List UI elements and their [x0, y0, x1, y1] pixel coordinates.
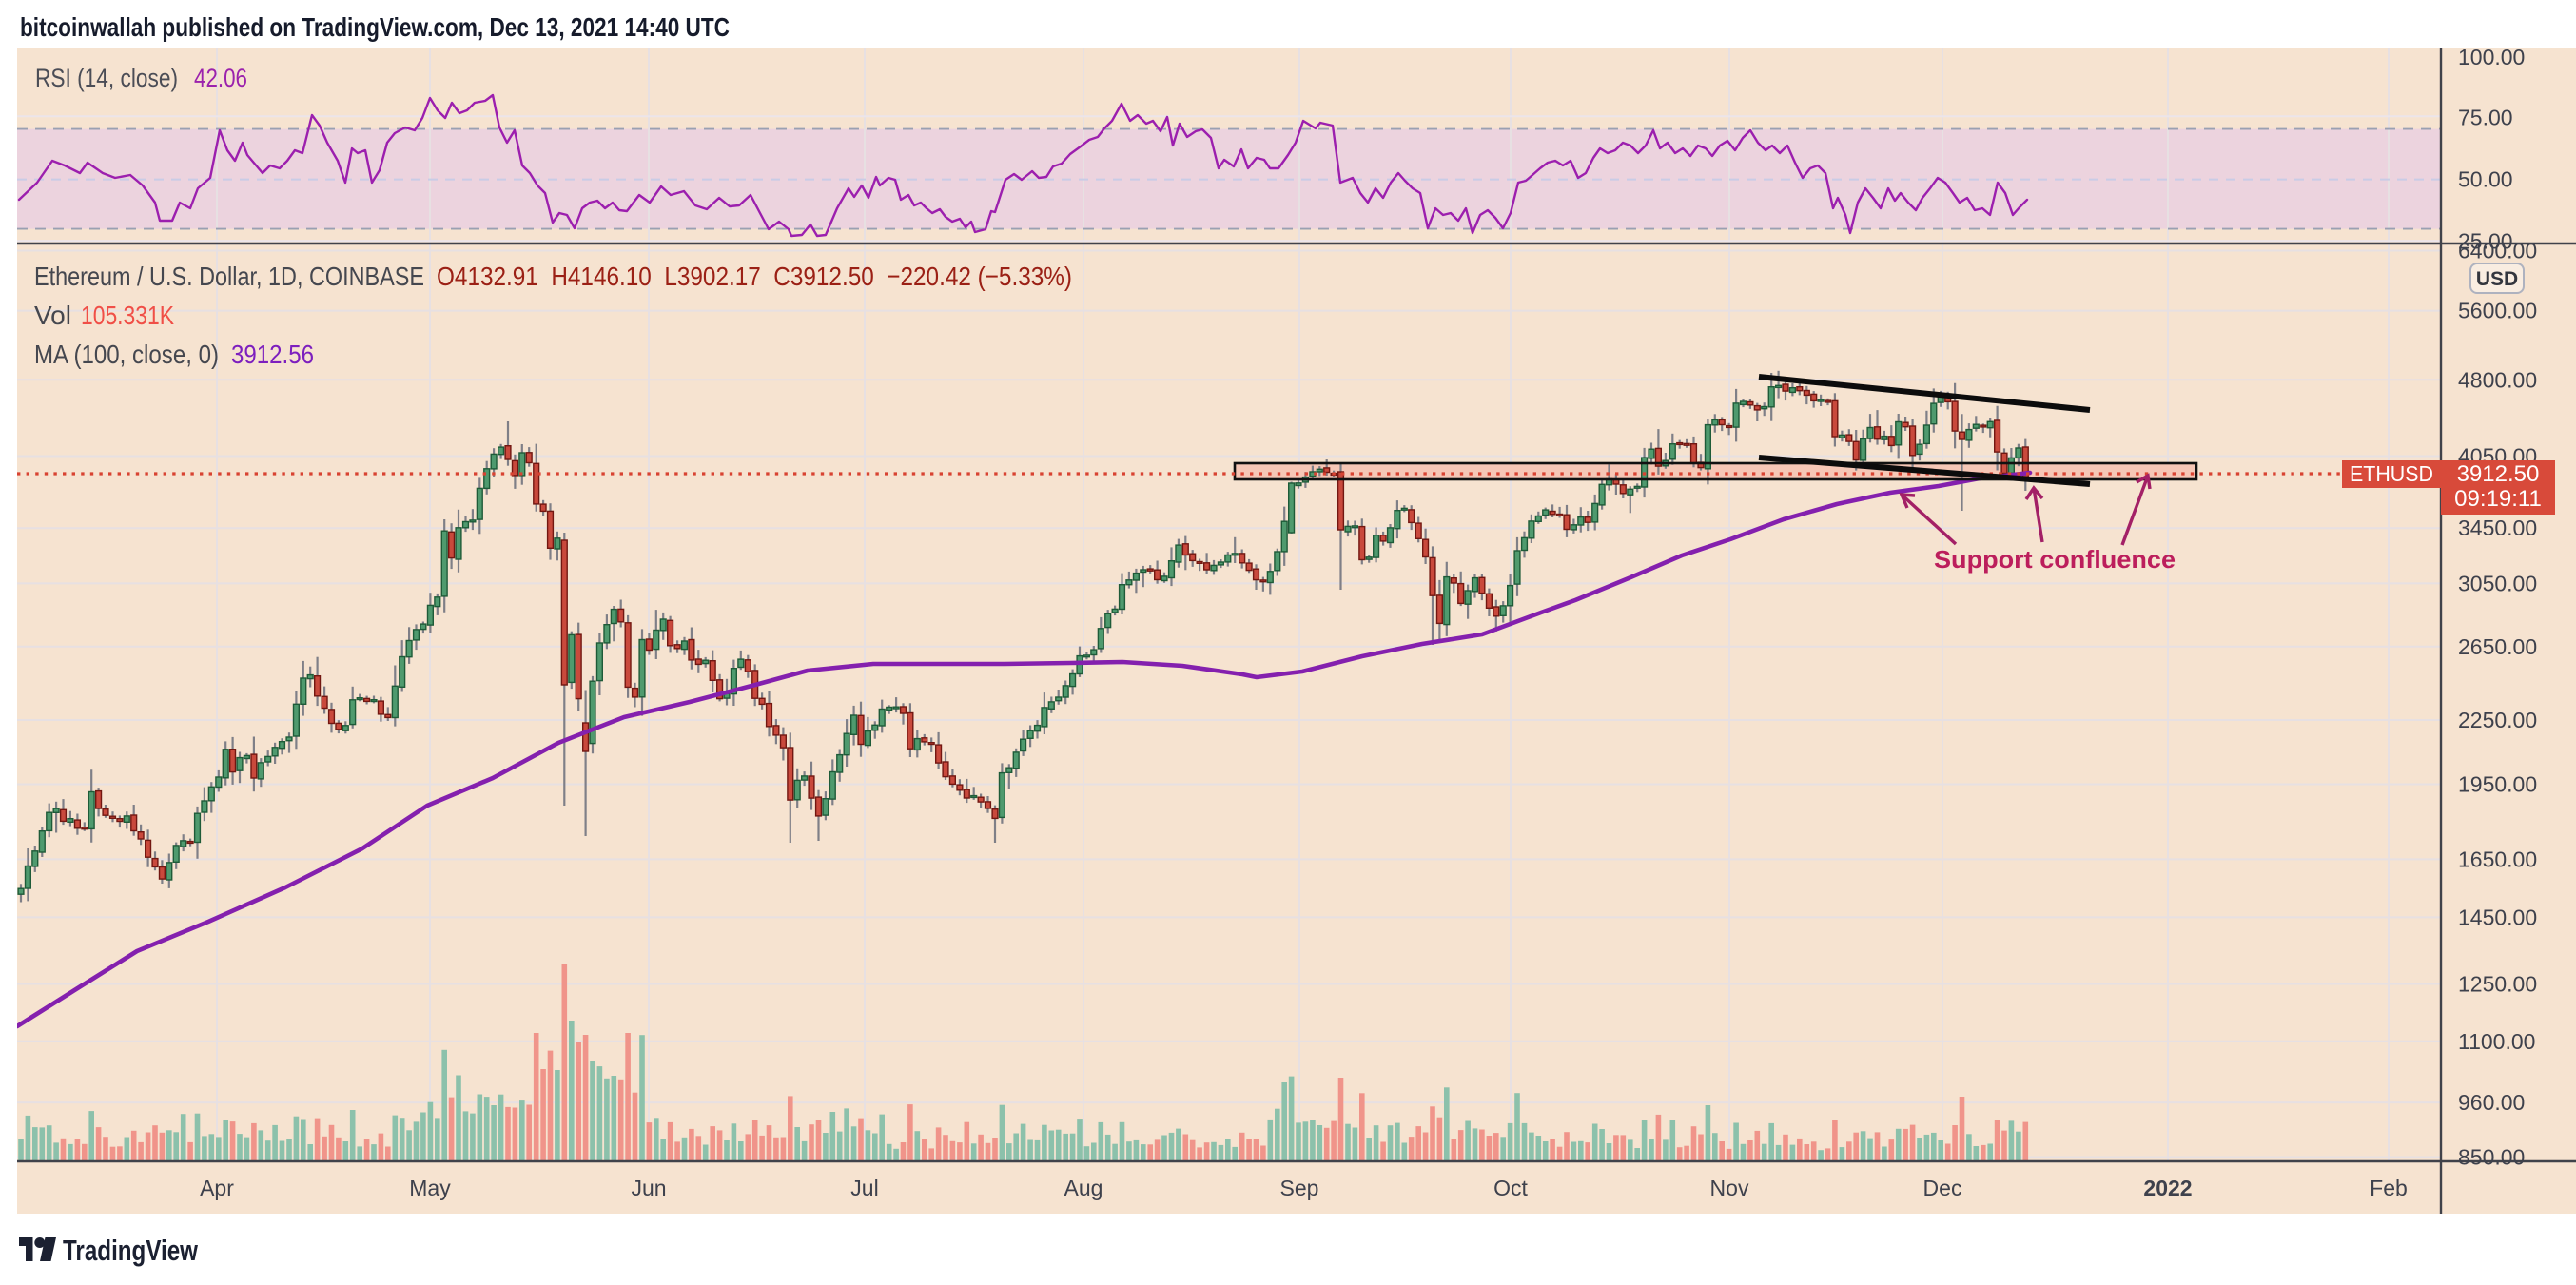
svg-text:3912.50: 3912.50: [2457, 461, 2540, 487]
svg-text:Vol: Vol: [34, 301, 71, 330]
svg-text:MA (100, close, 0): MA (100, close, 0): [34, 340, 219, 369]
svg-text:1950.00: 1950.00: [2458, 772, 2537, 797]
svg-text:5600.00: 5600.00: [2458, 299, 2537, 323]
svg-text:1100.00: 1100.00: [2458, 1029, 2535, 1054]
svg-text:25.00: 25.00: [2458, 228, 2513, 253]
svg-text:1650.00: 1650.00: [2458, 847, 2537, 871]
svg-text:3450.00: 3450.00: [2458, 516, 2537, 540]
svg-text:4800.00: 4800.00: [2458, 367, 2537, 392]
svg-text:Oct: Oct: [1493, 1176, 1528, 1200]
svg-text:USD: USD: [2476, 268, 2518, 290]
svg-text:2650.00: 2650.00: [2458, 634, 2537, 659]
svg-text:Ethereum / U.S. Dollar, 1D, CO: Ethereum / U.S. Dollar, 1D, COINBASE: [34, 262, 424, 291]
svg-text:bitcoinwallah published on Tra: bitcoinwallah published on TradingView.c…: [20, 12, 730, 42]
svg-text:Sep: Sep: [1280, 1176, 1319, 1200]
svg-text:6400.00: 6400.00: [2458, 239, 2537, 263]
svg-text:2022: 2022: [2143, 1176, 2192, 1200]
svg-text:Apr: Apr: [200, 1176, 234, 1200]
svg-text:Feb: Feb: [2370, 1176, 2408, 1200]
svg-text:3050.00: 3050.00: [2458, 571, 2537, 595]
svg-text:2250.00: 2250.00: [2458, 708, 2537, 732]
svg-text:50.00: 50.00: [2458, 167, 2513, 192]
svg-text:100.00: 100.00: [2458, 45, 2525, 69]
svg-text:960.00: 960.00: [2458, 1090, 2525, 1115]
svg-text:75.00: 75.00: [2458, 106, 2513, 130]
svg-text:09:19:11: 09:19:11: [2454, 486, 2542, 512]
svg-text:May: May: [409, 1176, 451, 1200]
svg-text:ETHUSD: ETHUSD: [2350, 461, 2433, 486]
svg-text:105.331K: 105.331K: [81, 301, 174, 330]
svg-text:3912.56: 3912.56: [231, 340, 314, 369]
svg-text:Jul: Jul: [850, 1176, 878, 1200]
svg-text:42.06: 42.06: [194, 64, 247, 92]
svg-text:Dec: Dec: [1923, 1176, 1962, 1200]
svg-text:Aug: Aug: [1064, 1176, 1103, 1200]
svg-text:Support confluence: Support confluence: [1934, 545, 2176, 574]
svg-text:Jun: Jun: [631, 1176, 666, 1200]
svg-text:1250.00: 1250.00: [2458, 972, 2537, 997]
svg-text:1450.00: 1450.00: [2458, 905, 2537, 929]
svg-text:RSI (14, close): RSI (14, close): [35, 64, 178, 92]
svg-text:Nov: Nov: [1710, 1176, 1749, 1200]
svg-text:TradingView: TradingView: [63, 1234, 199, 1267]
svg-text:O4132.91 H4146.10 L3902.17: O4132.91 H4146.10 L3902.17 C3912.50 −220…: [437, 262, 1072, 291]
svg-text:850.00: 850.00: [2458, 1145, 2525, 1170]
